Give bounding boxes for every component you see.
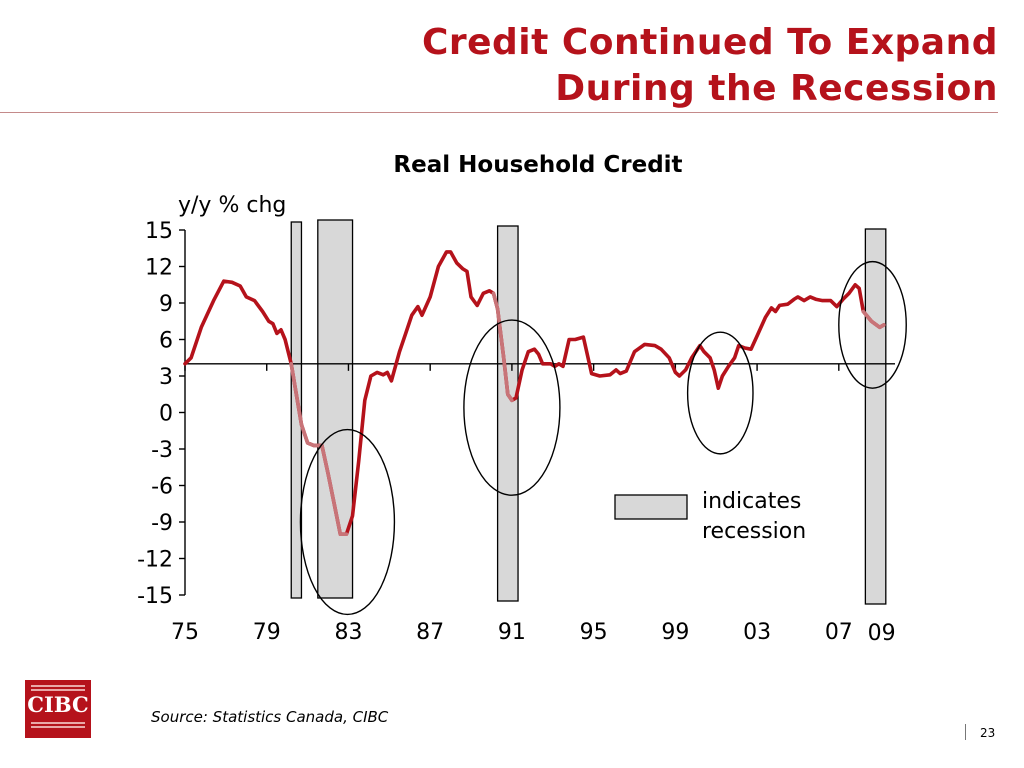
cibc-logo-icon: CIBC xyxy=(25,680,91,738)
credit-series-recession-segment xyxy=(289,362,349,536)
y-tick-label: -6 xyxy=(151,475,173,500)
recession-bar xyxy=(290,221,303,599)
source-note: Source: Statistics Canada, CIBC xyxy=(151,708,389,726)
y-tick-label: -12 xyxy=(137,548,173,573)
logo-stripe xyxy=(31,689,85,691)
y-tick-label: 15 xyxy=(145,219,173,244)
recession-bar xyxy=(496,225,519,602)
logo-stripe xyxy=(31,726,85,728)
highlight-circle xyxy=(838,260,907,389)
recession-bar xyxy=(864,228,887,605)
page-separator xyxy=(965,724,966,740)
highlight-circle xyxy=(299,428,396,616)
y-tick-label: -15 xyxy=(137,584,173,609)
chart-title: Real Household Credit xyxy=(393,152,683,178)
logo-text: CIBC xyxy=(27,692,89,717)
y-axis-label: y/y % chg xyxy=(178,193,286,218)
x-tick-label: 79 xyxy=(253,620,281,645)
legend-swatch xyxy=(614,494,688,520)
logo-stripe xyxy=(31,722,85,724)
legend-label-line2: recession xyxy=(702,519,806,544)
y-tick-label: -9 xyxy=(151,511,173,536)
page-number: 23 xyxy=(980,726,996,740)
credit-series-recession-segment xyxy=(491,291,514,403)
highlight-circle xyxy=(463,319,561,496)
legend-label-line1: indicates xyxy=(702,489,801,514)
y-tick-label: 6 xyxy=(159,329,173,354)
slide-title-line2: During the Recession xyxy=(555,68,998,109)
x-tick-label: 95 xyxy=(580,620,608,645)
credit-series-recession-segment xyxy=(861,309,886,330)
x-tick-label: 03 xyxy=(743,620,771,645)
x-tick-label: 87 xyxy=(416,620,444,645)
x-tick-label: 07 xyxy=(825,620,853,645)
slide-title-line1: Credit Continued To Expand xyxy=(421,22,998,63)
title-divider xyxy=(0,112,998,113)
y-tick-label: 0 xyxy=(159,402,173,427)
logo-stripe xyxy=(31,685,85,687)
highlight-circle xyxy=(686,331,754,455)
x-tick-label: 91 xyxy=(498,620,526,645)
x-tick-label: 83 xyxy=(334,620,362,645)
y-tick-label: 9 xyxy=(159,292,173,317)
y-tick-label: -3 xyxy=(151,438,173,463)
slide-title: Credit Continued To Expand During the Re… xyxy=(422,20,998,112)
x-tick-label: 75 xyxy=(171,620,199,645)
x-tick-label: 99 xyxy=(661,620,689,645)
y-tick-label: 12 xyxy=(145,256,173,281)
y-tick-label: 3 xyxy=(159,365,173,390)
x-tick-label: 09 xyxy=(868,621,896,646)
recession-bar xyxy=(317,219,354,599)
